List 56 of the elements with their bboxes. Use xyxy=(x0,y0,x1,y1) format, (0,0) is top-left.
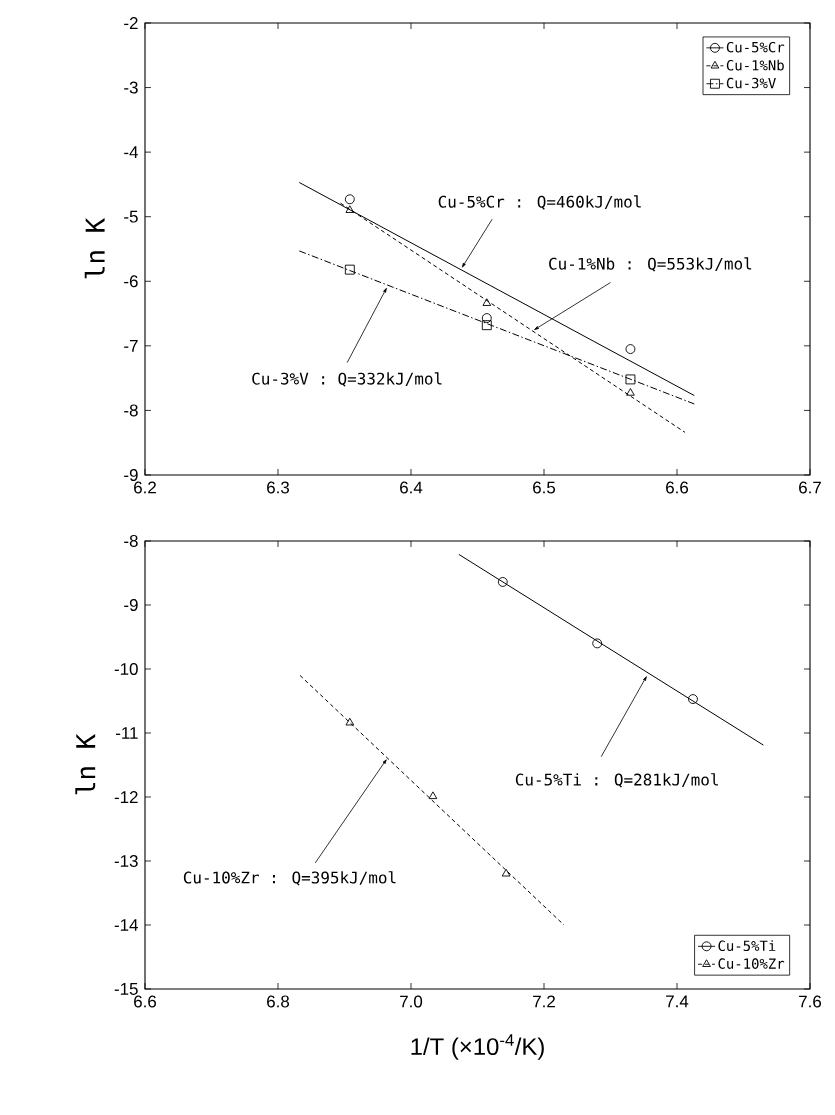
point xyxy=(688,694,698,704)
y-tick-label: -7 xyxy=(124,340,138,352)
x-tick-label: 7.4 xyxy=(666,995,689,1008)
y-tick-label: -3 xyxy=(124,81,138,94)
x-tick-label: 7.6 xyxy=(799,995,822,1008)
x-tick-label: 7.0 xyxy=(400,995,423,1008)
y-tick-label: -9 xyxy=(124,598,138,611)
point xyxy=(501,868,511,877)
y-tick-label: -15 xyxy=(114,983,138,995)
point xyxy=(481,320,492,331)
point xyxy=(428,791,438,800)
legend-label: Cu-3%V xyxy=(726,77,776,89)
legend-label: Cu-1%Nb xyxy=(726,59,784,71)
y-tick-label: -4 xyxy=(124,146,138,158)
y-tick-label: -9 xyxy=(124,468,138,481)
y-tick-label: -13 xyxy=(114,854,138,867)
legend-label: Cu-5%Cr xyxy=(726,41,785,53)
x-tick-label: 6.2 xyxy=(134,481,156,494)
legend-label: Cu-5%Ti xyxy=(718,940,776,952)
y-tick-label: -8 xyxy=(124,534,138,547)
point xyxy=(626,388,635,396)
y-axis-title: ln K xyxy=(84,217,105,279)
x-tick-label: 6.6 xyxy=(134,995,157,1008)
point xyxy=(345,205,355,213)
point xyxy=(625,344,636,354)
point xyxy=(344,264,355,275)
annotation: Cu-5%Ti : Q=281kJ/mol xyxy=(515,773,718,788)
annotation: Cu-3%V : Q=332kJ/mol xyxy=(252,372,442,387)
x-tick-label: 6.8 xyxy=(267,995,290,1008)
point xyxy=(482,298,492,306)
point xyxy=(345,717,355,726)
annotation: Cu-1%Nb : Q=553kJ/mol xyxy=(549,257,752,272)
annotation: Cu-10%Zr : Q=395kJ/mol xyxy=(183,871,396,886)
x-tick-label: 6.3 xyxy=(267,481,290,494)
x-tick-label: 6.7 xyxy=(799,481,821,494)
y-tick-label: -5 xyxy=(124,210,138,223)
point xyxy=(481,313,492,324)
x-tick-label: 6.4 xyxy=(400,481,423,494)
point xyxy=(592,638,603,649)
y-tick-label: -11 xyxy=(116,727,138,739)
y-tick-label: -14 xyxy=(114,919,138,931)
point xyxy=(344,194,355,205)
x-tick-label: 6.5 xyxy=(533,481,556,494)
annotation: Cu-5%Cr : Q=460kJ/mol xyxy=(438,195,641,210)
point xyxy=(497,577,508,587)
y-tick-label: -10 xyxy=(114,662,138,675)
point xyxy=(625,374,636,385)
x-tick-label: 7.2 xyxy=(533,995,555,1008)
y-axis-title: ln K xyxy=(75,733,96,795)
y-tick-label: -8 xyxy=(124,404,138,417)
y-tick-label: -6 xyxy=(124,275,138,288)
legend-label: Cu-10%Zr xyxy=(718,958,785,969)
x-axis-title: 1/T (×10$^{-4}$/K) xyxy=(411,1034,544,1060)
y-tick-label: -12 xyxy=(114,791,138,803)
y-tick-label: -2 xyxy=(124,17,138,29)
x-tick-label: 6.6 xyxy=(666,481,689,494)
